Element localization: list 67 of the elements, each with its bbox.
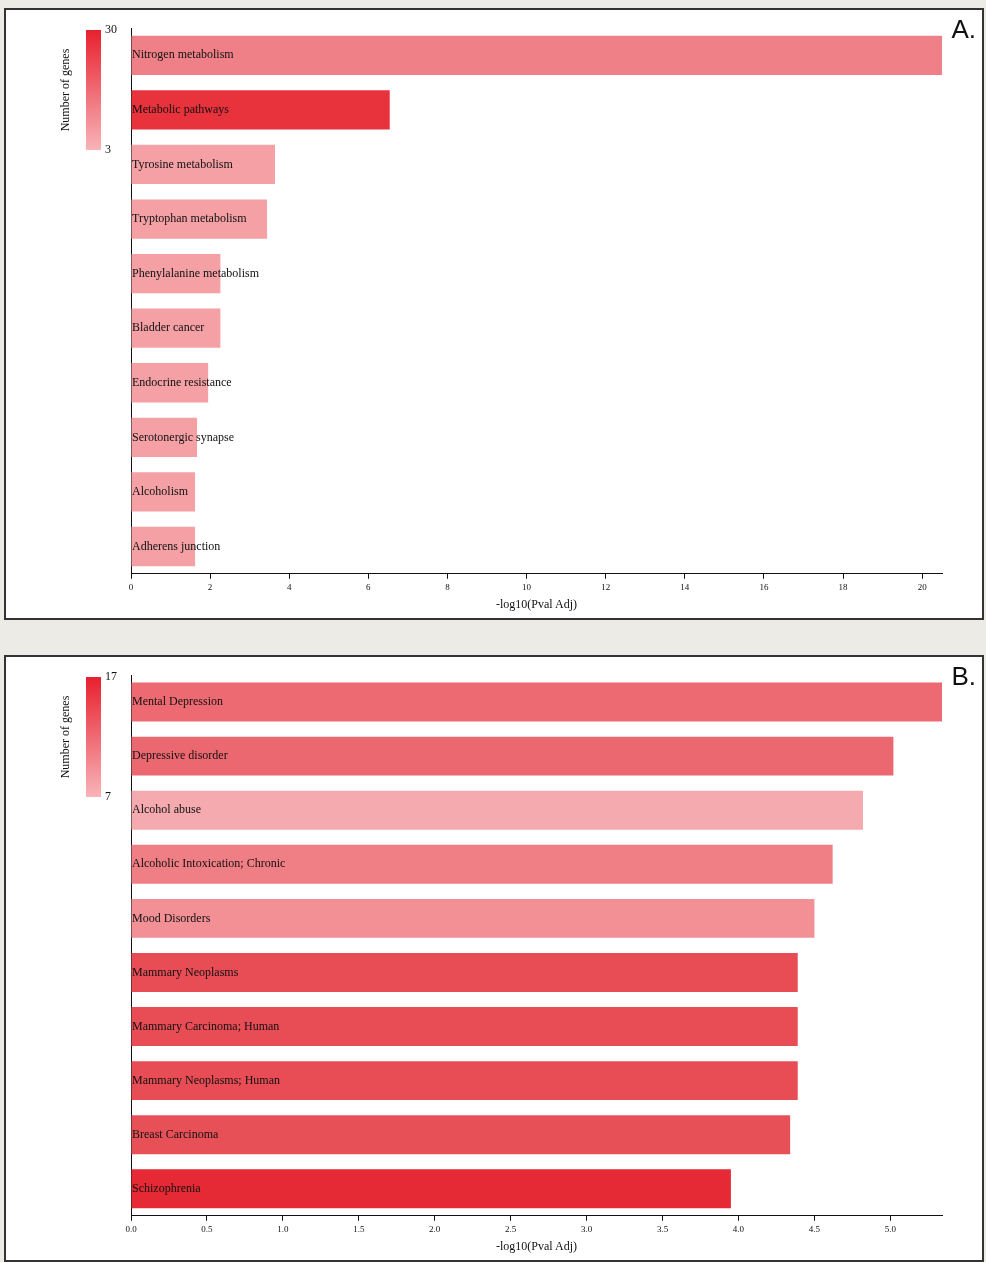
y-tick-label: Mammary Neoplasms; Human xyxy=(132,1072,280,1087)
bar xyxy=(131,90,390,130)
color-bar-label: 3 xyxy=(105,142,111,157)
x-tick-label: 0.0 xyxy=(125,1223,138,1234)
x-tick-label: 2 xyxy=(207,581,213,592)
y-tick-label: Bladder cancer xyxy=(132,320,205,335)
bar xyxy=(131,144,275,185)
chart-title: B. xyxy=(951,661,976,692)
x-tick-label: 0 xyxy=(128,581,134,592)
y-tick-label: Nitrogen metabolism xyxy=(132,47,235,62)
x-tick-label: 18 xyxy=(838,581,849,592)
y-tick-label: Breast Carcinoma xyxy=(132,1126,219,1141)
x-tick-label: 1.0 xyxy=(277,1223,289,1234)
x-tick-label: 4.0 xyxy=(732,1223,745,1234)
x-axis-title: -log10(Pval Adj) xyxy=(496,596,577,611)
x-tick-label: 16 xyxy=(759,581,769,592)
x-tick-label: 1.5 xyxy=(353,1223,365,1234)
y-tick-label: Mental Depression xyxy=(132,694,223,709)
x-tick-label: 14 xyxy=(680,581,690,592)
y-tick-label: Endocrine resistance xyxy=(132,374,232,389)
bar xyxy=(131,898,815,938)
x-tick-label: 3.5 xyxy=(656,1223,669,1234)
x-tick-label: 6 xyxy=(366,581,372,592)
bar xyxy=(131,199,268,239)
bar xyxy=(131,790,864,830)
color-bar-label: 7 xyxy=(105,789,111,804)
y-tick-label: Metabolic pathways xyxy=(132,102,230,117)
y-tick-label: Alcohol abuse xyxy=(132,802,201,817)
y-tick-label: Tryptophan metabolism xyxy=(132,211,248,226)
bar xyxy=(131,682,942,722)
x-tick-label: 3.0 xyxy=(580,1223,593,1234)
bar xyxy=(131,1007,798,1046)
x-tick-label: 2.0 xyxy=(429,1223,441,1234)
color-bar-label: 30 xyxy=(105,22,117,37)
bar xyxy=(131,35,942,75)
y-tick-label: Tyrosine metabolism xyxy=(132,156,234,171)
x-tick-label: 8 xyxy=(445,581,451,592)
y-tick-label: Mammary Neoplasms xyxy=(132,964,239,979)
y-tick-label: Mammary Carcinoma; Human xyxy=(132,1018,280,1033)
x-tick-label: 5.0 xyxy=(884,1223,897,1234)
bar xyxy=(131,472,196,512)
x-tick-label: 2.5 xyxy=(505,1223,517,1234)
bar xyxy=(131,736,894,776)
y-tick-label: Depressive disorder xyxy=(132,748,228,763)
bar xyxy=(131,952,798,992)
y-tick-label: Phenylalanine metabolism xyxy=(132,265,260,280)
y-tick-label: Adherens junction xyxy=(132,538,221,553)
x-tick-label: 20 xyxy=(917,581,928,592)
y-tick-label: Serotonergic synapse xyxy=(132,429,235,444)
y-tick-label: Alcoholic Intoxication; Chronic xyxy=(132,856,286,871)
color-bar-title: Number of genes xyxy=(58,48,73,132)
y-tick-label: Alcoholism xyxy=(132,484,189,499)
x-tick-label: 4.5 xyxy=(808,1223,821,1234)
x-tick-label: 4 xyxy=(286,581,292,592)
x-tick-label: 12 xyxy=(601,581,611,592)
y-tick-label: Mood Disorders xyxy=(132,910,211,925)
chart-title: A. xyxy=(951,14,976,45)
color-bar-title: Number of genes xyxy=(58,695,73,779)
bar xyxy=(131,1115,791,1155)
bar xyxy=(131,1061,798,1101)
x-axis-title: -log10(Pval Adj) xyxy=(496,1238,577,1253)
x-tick-label: 10 xyxy=(522,581,532,592)
y-tick-label: Schizophrenia xyxy=(132,1180,202,1195)
bar xyxy=(131,844,833,884)
bar xyxy=(131,1169,731,1209)
x-tick-label: 0.5 xyxy=(201,1223,214,1234)
color-bar-label: 17 xyxy=(105,669,117,684)
